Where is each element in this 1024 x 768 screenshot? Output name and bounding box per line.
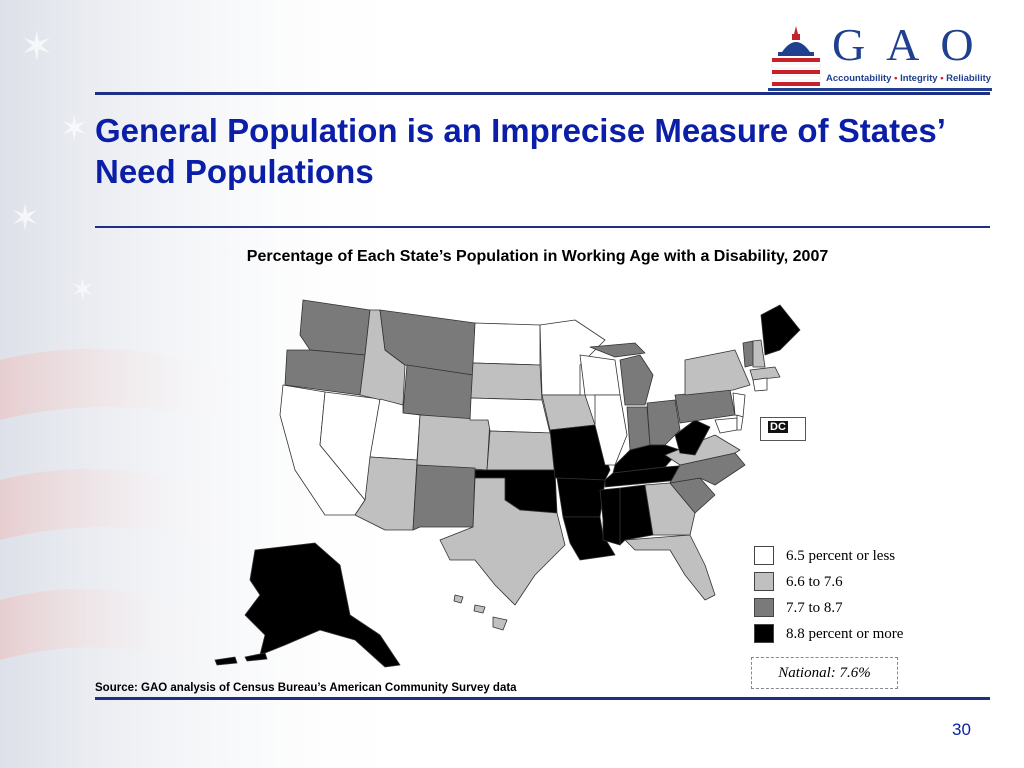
state-mo xyxy=(549,424,611,481)
legend-item: 7.7 to 8.7 xyxy=(754,598,954,624)
state-va xyxy=(664,434,741,466)
state-az xyxy=(354,456,418,531)
state-ct xyxy=(752,377,768,392)
state-wa xyxy=(299,299,371,356)
state-me xyxy=(760,304,801,356)
legend-swatch xyxy=(754,598,774,617)
state-wv xyxy=(674,419,711,456)
svg-text:✶: ✶ xyxy=(70,274,95,307)
state-nm xyxy=(412,464,476,531)
dc-label: DC xyxy=(768,421,788,433)
legend-item: 6.5 percent or less xyxy=(754,546,954,572)
gao-logo-tagline: Accountability • Integrity • Reliability xyxy=(826,73,992,84)
state-al xyxy=(619,484,654,546)
svg-text:✶: ✶ xyxy=(60,110,89,148)
state-nh xyxy=(752,339,766,368)
map-title: Percentage of Each State’s Population in… xyxy=(246,248,829,265)
state-ks xyxy=(486,430,556,471)
legend-swatch xyxy=(754,546,774,565)
state-la xyxy=(562,516,616,561)
state-ia xyxy=(541,394,596,431)
state-ma xyxy=(749,366,781,381)
state-de xyxy=(736,414,744,431)
svg-text:✶: ✶ xyxy=(10,197,40,238)
state-mi-up xyxy=(589,342,646,358)
top-divider xyxy=(95,92,990,95)
state-wy xyxy=(402,364,474,421)
gao-logo xyxy=(768,26,992,91)
state-ak xyxy=(244,542,401,668)
legend-label: 6.5 percent or less xyxy=(786,548,896,564)
state-ar xyxy=(556,477,606,518)
us-disability-map xyxy=(214,299,801,668)
state-mi xyxy=(619,354,654,406)
state-nj xyxy=(732,392,746,418)
legend-label: 8.8 percent or more xyxy=(786,626,904,642)
legend-swatch xyxy=(754,624,774,643)
map-legend: 6.5 percent or less 6.6 to 7.6 7.7 to 8.… xyxy=(754,546,954,650)
legend-label: 7.7 to 8.7 xyxy=(786,600,843,616)
svg-text:✶: ✶ xyxy=(20,25,54,69)
bottom-divider xyxy=(95,697,990,700)
state-tx xyxy=(439,477,566,606)
page-number: 30 xyxy=(952,720,971,739)
legend-item: 6.6 to 7.6 xyxy=(754,572,954,598)
legend-swatch xyxy=(754,572,774,591)
state-ms xyxy=(599,487,621,546)
national-average-box: National: 7.6% xyxy=(751,657,898,689)
state-sd xyxy=(470,362,543,401)
legend-label: 6.6 to 7.6 xyxy=(786,574,843,590)
state-md xyxy=(714,417,738,434)
state-fl xyxy=(624,534,716,601)
source-note: Source: GAO analysis of Census Bureau’s … xyxy=(95,682,517,694)
state-in xyxy=(626,406,651,451)
title-divider xyxy=(95,226,990,228)
state-oh xyxy=(646,399,681,446)
state-pa xyxy=(674,389,736,424)
state-wi xyxy=(579,354,621,396)
legend-item: 8.8 percent or more xyxy=(754,624,954,650)
state-ak-islands xyxy=(214,652,268,666)
state-ga xyxy=(644,482,696,536)
state-co xyxy=(416,414,491,471)
state-nd xyxy=(472,322,541,366)
state-hi xyxy=(453,594,508,631)
state-vt xyxy=(742,340,754,368)
slide-title: General Population is an Imprecise Measu… xyxy=(95,112,945,190)
gao-logo-letters: G A O xyxy=(832,19,980,70)
state-ny xyxy=(684,349,751,396)
